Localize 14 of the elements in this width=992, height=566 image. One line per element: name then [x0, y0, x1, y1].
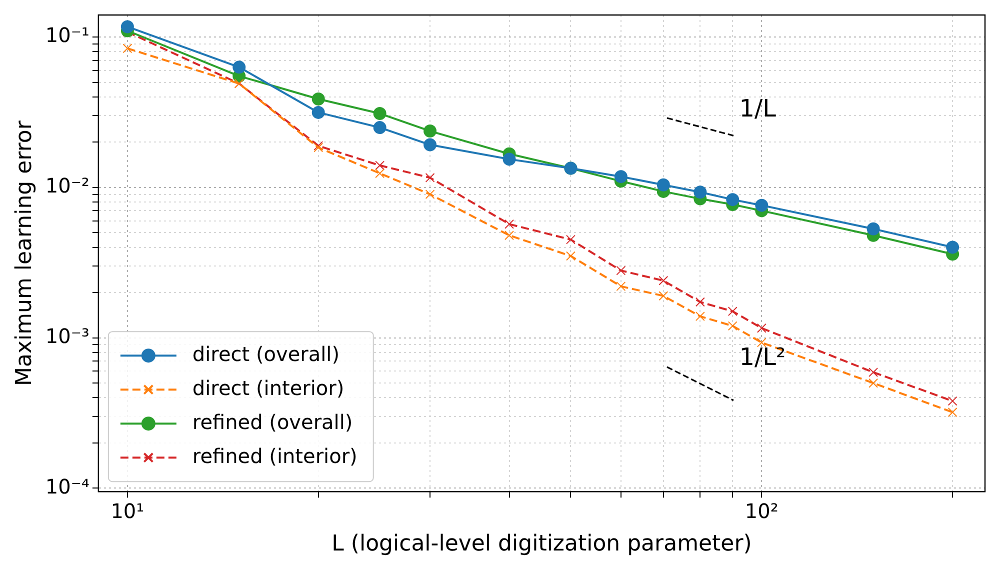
annotation: 1/L² [739, 343, 786, 372]
legend-label: refined (interior) [192, 444, 358, 468]
legend-label: direct (interior) [192, 376, 344, 400]
y-tick-label: 10⁻³ [45, 324, 90, 348]
annotation: 1/L [739, 94, 777, 122]
y-tick-label: 10⁻¹ [45, 23, 90, 48]
legend-label: direct (overall) [192, 342, 340, 366]
x-tick-label: 10¹ [110, 498, 144, 523]
x-axis-title: L (logical-level digitization parameter) [332, 532, 752, 557]
y-axis-title: Maximum learning error [12, 120, 37, 386]
legend-label: refined (overall) [192, 410, 353, 434]
y-tick-label: 10⁻² [45, 174, 90, 198]
x-tick-label: 10² [744, 498, 778, 523]
y-tick-label: 10⁻⁴ [45, 474, 90, 498]
